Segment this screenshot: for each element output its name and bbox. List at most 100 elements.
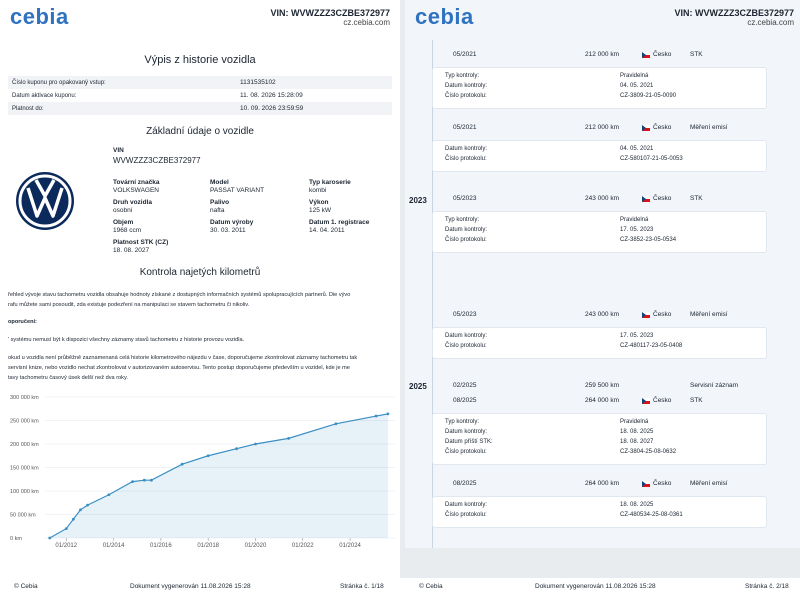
flag-triangle [642,312,646,318]
flag-triangle [642,196,646,202]
coupon-label: Datum aktivace kuponu: [12,93,77,99]
entry-box: Datum kontroly: 17. 05. 2023 Číslo protoko… [432,327,767,359]
row-label: Číslo protokolu: [445,237,487,243]
entry-date: 05/2023 [453,311,477,318]
field-label: Datum výroby [210,219,254,226]
vin-label: VIN [113,147,124,154]
generated: Dokument vygenerován 11.08.2026 15:28 [535,583,656,590]
flag-triangle [642,481,646,487]
coupon-row: Číslo kuponu pro opakovaný vstup: 1131535… [8,76,392,89]
field-label: Palivo [210,199,230,206]
row-label: Číslo protokolu: [445,449,487,455]
x-tick-label: 01/2018 [197,543,219,549]
copyright: © Cebia [419,583,443,590]
field-value: VOLKSWAGEN [113,187,159,194]
generated: Dokument vygenerován 11.08.2026 15:28 [130,583,251,590]
entry-box: Datum kontroly: 04. 05. 2021 Číslo protoko… [432,140,767,172]
field-label: Výkon [309,199,329,206]
row-label: Datum kontroly: [445,429,488,435]
field-value: 14. 04. 2011 [309,227,345,234]
page-right: cebia VIN: WVWZZZ3CZBE372977 cz.cebia.com 2… [405,0,800,548]
entry-kind: STK [690,397,703,404]
entry-country: Česko [653,124,672,131]
point [150,478,153,482]
point [374,414,378,418]
row-value: 04. 05. 2021 [620,146,654,152]
row-value: 04. 05. 2021 [620,83,654,89]
paragraph: okud u vozidla není průběžně zaznamenaná… [8,355,358,361]
page-number: Stránka č. 1/18 [340,583,384,590]
y-tick-label: 200 000 km [10,442,39,448]
x-tick-label: 01/2014 [103,543,125,549]
x-tick-label: 01/2022 [292,543,314,549]
row-label: Typ kontroly: [445,419,480,425]
entry-km: 243 000 km [585,311,619,318]
section-title: Základní údaje o vozidle [146,126,254,137]
vin-value: WVWZZZ3CZBE372977 [113,156,201,165]
row-label: Datum kontroly: [445,227,488,233]
field-value: PASSAT VARIANT [210,187,265,194]
x-tick-label: 01/2024 [339,543,361,549]
entry-country: Česko [653,480,672,487]
coupon-value: 10. 09. 2026 23:59:59 [240,105,304,112]
area [49,413,388,538]
field-label: Tovární značka [113,179,160,186]
field-value: 30. 03. 2011 [210,227,246,234]
row-value: Pravidelná [620,217,649,223]
entry-date: 08/2025 [453,480,477,487]
y-tick-label: 50 000 km [10,513,36,519]
entry-country: Česko [653,311,672,318]
row-label: Datum kontroly: [445,333,488,339]
coupon-label: Platnost do: [12,106,44,112]
row-value: CZ-580107-21-05-0053 [620,156,683,162]
entry-date: 02/2025 [453,382,477,389]
row-value: CZ-480534-25-08-0361 [620,512,683,518]
point [287,436,290,440]
paragraph: oporučení: [8,319,37,325]
row-label: Datum příští STK: [445,439,493,445]
page-left: 0 km 50 000 km 100 000 km 150 000 km 200 000… [0,0,400,578]
paragraph: ' systému nemusí být k dispozici všechny… [8,337,245,343]
site: cz.cebia.com [747,18,794,27]
y-tick-label: 150 000 km [10,466,39,472]
x-tick-label: 01/2020 [245,543,267,549]
y-tick-label: 250 000 km [10,419,39,425]
point [48,536,52,540]
row-value: CZ-3804-25-08-0632 [620,449,677,455]
flag [642,196,650,202]
entry-box: Datum kontroly: 18. 08. 2025 Číslo protoko… [432,496,767,528]
entry-km: 259 500 km [585,382,619,389]
entry-box: Typ kontroly: Pravidelná Datum kontroly: 17… [432,211,767,253]
timeline-line [432,40,433,548]
row-value: 18. 08. 2027 [620,439,654,445]
paragraph: rafu můžete sami posoudit, zda existuje … [8,302,250,308]
row-value: CZ-3852-23-05-0534 [620,237,677,243]
vw-logo [16,172,74,230]
entry-kind: STK [690,51,703,58]
entry-kind: STK [690,195,703,202]
row-label: Datum kontroly: [445,83,488,89]
coupon-value: 1131535102 [240,79,276,86]
entry-kind: Servisní záznam [690,382,739,389]
entry-box: Typ kontroly: Pravidelná Datum kontroly: 04… [432,67,767,109]
row-value: 17. 05. 2023 [620,333,654,339]
field-value: 1968 ccm [113,227,142,234]
point [79,508,82,512]
row-value: CZ-480117-23-05-0408 [620,343,683,349]
logo: cebia [415,4,474,29]
y-tick-label: 300 000 km [10,395,39,401]
field-label: Druh vozidla [113,199,153,206]
entry-date: 05/2021 [453,124,477,131]
entry-date: 08/2025 [453,397,477,404]
field-label: Datum 1. registrace [309,219,370,226]
page-number: Stránka č. 2/18 [745,583,789,590]
entry-kind: Měření emisí [690,311,728,318]
entry-kind: Měření emisí [690,124,728,131]
row-label: Číslo protokolu: [445,343,487,349]
footer: © Cebia Dokument vygenerován 11.08.2026 1… [0,578,800,600]
logo: cebia [10,4,69,29]
row-value: 18. 08. 2025 [620,429,654,435]
vin: VIN: WVWZZZ3CZBE372977 [674,8,794,18]
entry-km: 243 000 km [585,195,619,202]
entry-date: 05/2023 [453,195,477,202]
